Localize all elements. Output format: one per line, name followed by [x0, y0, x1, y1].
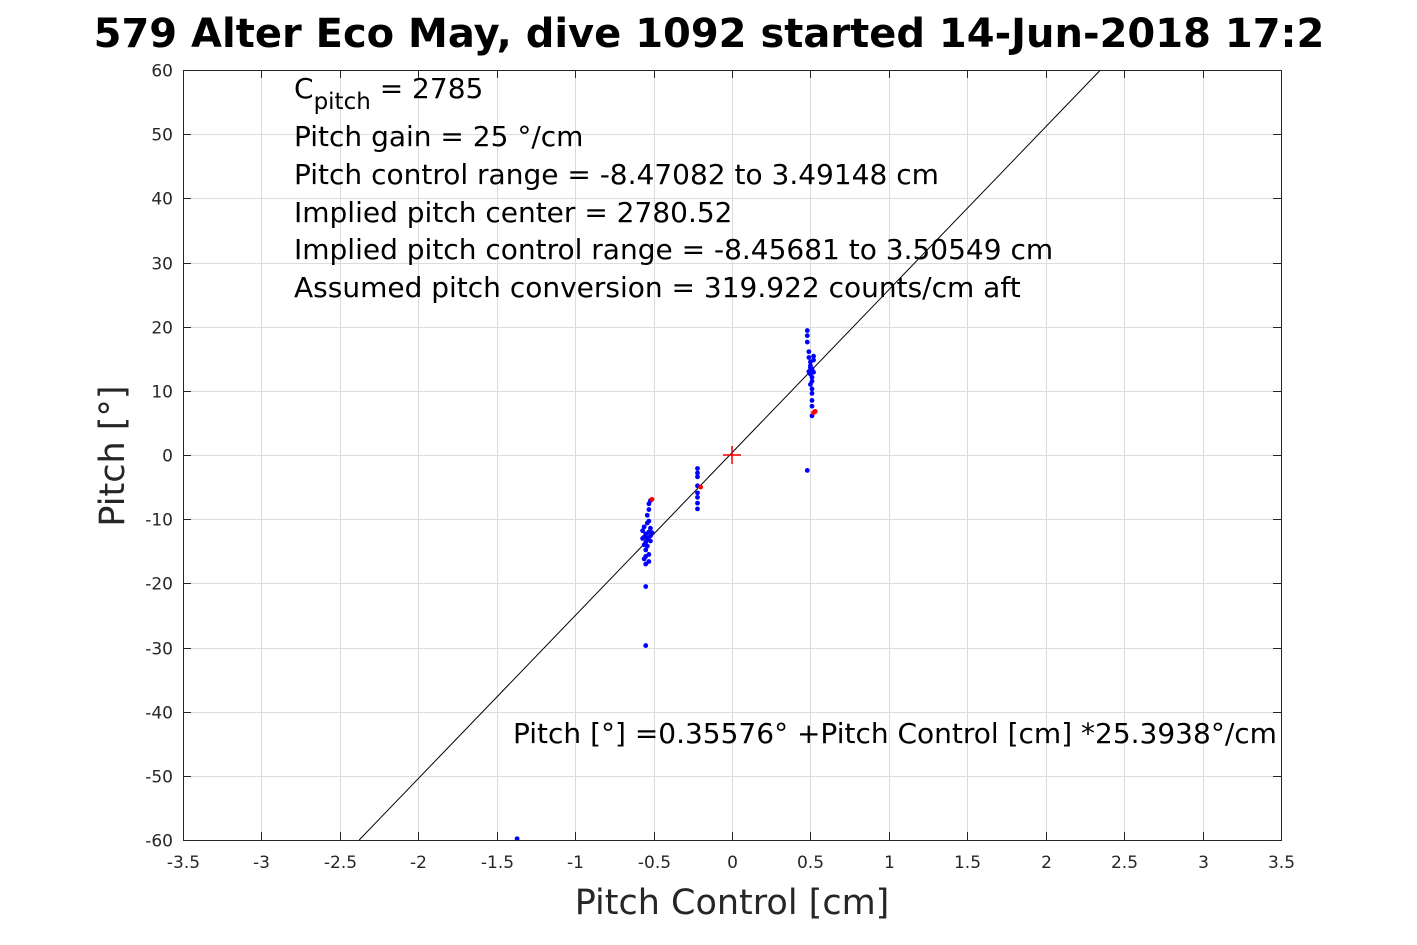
highlight-point: [811, 410, 816, 416]
y-tick-label: 0: [162, 447, 173, 467]
x-tick-label: -2.5: [324, 853, 357, 873]
data-point: [695, 470, 700, 476]
pitch-control-range-annotation: Pitch control range = -8.47082 to 3.4914…: [294, 158, 939, 191]
y-tick-label: 20: [151, 319, 173, 339]
data-point: [808, 365, 813, 371]
data-point: [806, 355, 812, 360]
data-points: [514, 328, 818, 842]
c-pitch-annotation: Cpitch = 2785: [294, 72, 483, 115]
y-tick-label: -10: [145, 511, 173, 531]
grid: [183, 70, 1282, 841]
data-point: [648, 525, 653, 531]
implied-pitch-control-range-annotation: Implied pitch control range = -8.45681 t…: [294, 233, 1053, 266]
y-tick-label: -50: [145, 768, 173, 788]
data-point: [643, 584, 649, 589]
data-point: [804, 468, 810, 473]
y-tick-label: -40: [145, 704, 173, 724]
y-tick-label: 40: [151, 190, 173, 210]
chart-title: 579 Alter Eco May, dive 1092 started 14-…: [94, 11, 1325, 57]
x-tick-label: -3.5: [167, 853, 200, 873]
x-tick-label: 1.5: [954, 853, 981, 873]
x-tick-label: 1: [884, 853, 895, 873]
c-pitch-sub: pitch: [314, 89, 371, 115]
data-point: [809, 398, 815, 403]
x-tick-label: 0: [727, 853, 738, 873]
highlight-point: [649, 496, 655, 502]
center-marker: [723, 446, 741, 464]
data-point: [809, 403, 815, 409]
info-annotations: Cpitch = 2785 Pitch gain = 25 °/cm Pitch…: [294, 72, 1053, 304]
data-point: [695, 494, 700, 500]
data-point: [643, 553, 649, 559]
data-point: [808, 382, 813, 387]
data-point: [806, 349, 812, 355]
y-tick-label: 50: [151, 126, 173, 146]
pitch-conversion-annotation: Assumed pitch conversion = 319.922 count…: [294, 271, 1021, 304]
y-tick-label: -30: [145, 640, 173, 660]
data-point: [649, 530, 655, 536]
data-point: [646, 507, 652, 512]
x-tick-label: -0.5: [638, 853, 671, 873]
y-tick-label: 60: [151, 62, 173, 82]
x-tick-label: -2: [410, 853, 427, 873]
ticks: -3.5 -3 -2.5 -2 -1.5 -1 -0.5 0 0.5 1 1.5 2 2.5 3 3.5 -6…: [145, 62, 1295, 874]
x-tick-label: 0.5: [797, 853, 824, 873]
x-tick-label: -3: [253, 853, 270, 873]
data-point: [809, 386, 815, 392]
fit-equation: Pitch [°] =0.35576° +Pitch Control [cm] …: [513, 717, 1277, 750]
x-tick-label: -1.5: [481, 853, 514, 873]
data-point: [811, 357, 816, 363]
data-point: [643, 547, 649, 553]
x-tick-label: 3.5: [1268, 853, 1295, 873]
x-tick-label: -1: [567, 853, 584, 873]
data-point: [695, 474, 700, 480]
c-pitch-rest: = 2785: [371, 72, 484, 105]
data-point: [640, 528, 645, 534]
y-tick-label: 30: [151, 255, 173, 275]
highlight-point: [698, 484, 704, 490]
data-point: [514, 836, 520, 842]
data-point: [695, 490, 700, 496]
data-point: [811, 369, 816, 375]
implied-pitch-center-annotation: Implied pitch center = 2780.52: [294, 196, 732, 229]
data-point: [804, 339, 810, 345]
data-point: [648, 538, 653, 544]
pitch-gain-annotation: Pitch gain = 25 °/cm: [294, 120, 583, 153]
x-tick-label: 3: [1198, 853, 1209, 873]
data-point: [641, 542, 647, 548]
data-point: [804, 333, 810, 339]
data-point: [811, 353, 816, 359]
data-point: [809, 391, 815, 396]
data-point: [646, 518, 652, 524]
data-point: [644, 535, 650, 541]
data-point: [809, 374, 815, 380]
x-tick-label: 2: [1041, 853, 1052, 873]
data-point: [804, 328, 810, 333]
data-point: [640, 536, 645, 541]
data-point: [695, 500, 700, 506]
x-tick-label: 2.5: [1111, 853, 1138, 873]
data-point: [646, 559, 652, 564]
data-point: [641, 524, 647, 530]
y-tick-label: 10: [151, 383, 173, 403]
y-axis-label: Pitch [°]: [93, 385, 133, 526]
y-tick-label: -20: [145, 575, 173, 595]
data-point: [695, 506, 700, 512]
data-point: [643, 643, 649, 648]
x-axis-label: Pitch Control [cm]: [575, 883, 890, 923]
data-point: [695, 466, 700, 471]
data-point: [644, 512, 650, 518]
c-pitch-main: C: [294, 72, 314, 105]
y-tick-label: -60: [145, 832, 173, 852]
